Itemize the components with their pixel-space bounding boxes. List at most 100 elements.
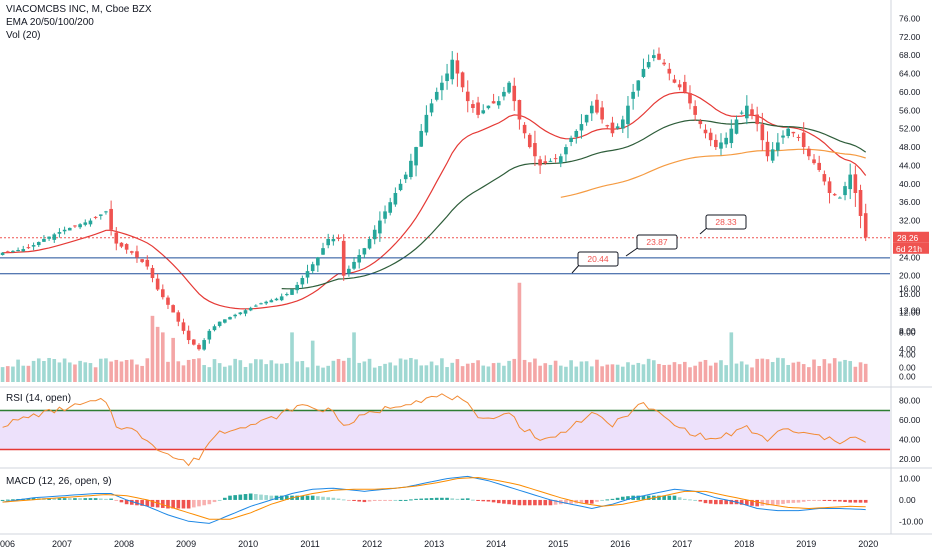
candle-body <box>362 248 367 255</box>
volume-bar <box>352 332 356 382</box>
candle-body <box>527 134 532 148</box>
volume-bar <box>832 358 837 382</box>
rsi-tick-label: 20.00 <box>899 454 921 464</box>
rsi-tick-label: 60.00 <box>899 415 921 425</box>
candle-body <box>703 129 708 134</box>
macd-histogram-bar <box>719 499 723 505</box>
candle-body <box>197 344 201 350</box>
volume-bar <box>155 326 160 382</box>
volume-bar <box>207 367 212 382</box>
macd-histogram-bar <box>372 499 377 501</box>
macd-histogram-bar <box>455 498 460 500</box>
volume-bar <box>636 362 641 382</box>
volume-bar <box>801 364 806 382</box>
candle-body <box>558 156 563 164</box>
macd-histogram-bar <box>822 499 827 501</box>
ema-line <box>2 91 867 310</box>
macd-histogram-bar <box>285 495 289 500</box>
candle-body <box>0 252 5 256</box>
volume-bar <box>750 367 754 382</box>
macd-histogram-bar <box>807 499 811 501</box>
rsi-panel <box>0 393 890 467</box>
volume-bar <box>202 365 206 382</box>
candle-body <box>171 305 175 313</box>
price-tick-label: 76.00 <box>899 13 921 23</box>
volume-bar <box>858 362 863 382</box>
candle-body <box>770 149 775 161</box>
candle-body <box>341 240 346 276</box>
volume-bar <box>259 359 263 382</box>
candle-body <box>584 114 589 123</box>
candle-body <box>279 296 284 301</box>
volume-bar <box>807 367 811 382</box>
volume-bar <box>310 340 315 382</box>
candle-body <box>739 112 744 114</box>
volume-bar <box>574 366 579 382</box>
macd-histogram-bar <box>424 498 429 500</box>
time-tick-label: 2016 <box>610 539 630 549</box>
volume-bar <box>47 357 51 382</box>
volume-bar <box>238 360 243 382</box>
macd-histogram-bar <box>662 495 666 500</box>
volume-bar <box>279 363 284 382</box>
macd-histogram-bar <box>863 499 868 503</box>
macd-histogram-bar <box>517 499 522 506</box>
candle-body <box>522 124 527 134</box>
macd-histogram-bar <box>853 499 858 503</box>
volume-bar <box>620 366 625 382</box>
macd-histogram-bar <box>460 498 465 500</box>
volume-bar <box>843 359 847 382</box>
macd-histogram-bar <box>171 499 175 509</box>
macd-histogram-bar <box>843 499 847 503</box>
price-tick-label: 0.00 <box>899 363 916 373</box>
macd-histogram-bar <box>465 498 470 500</box>
macd-histogram-bar <box>755 499 759 507</box>
macd-histogram-bar <box>357 499 362 502</box>
macd-histogram-bar <box>150 499 155 507</box>
candle-body <box>357 255 362 263</box>
candle-body <box>641 68 646 77</box>
volume-bar <box>378 366 382 382</box>
candle-body <box>331 238 336 242</box>
volume-bar <box>233 358 237 382</box>
macd-histogram-bar <box>657 495 661 500</box>
macd-histogram-bar <box>512 499 517 505</box>
candle-body <box>300 278 305 285</box>
volume-bar <box>124 359 129 382</box>
callout-value: 20.44 <box>587 254 609 264</box>
candle-body <box>450 59 455 80</box>
candle-body <box>264 301 268 304</box>
volume-bar <box>677 364 682 382</box>
price-tick-label: 8.00 <box>899 326 916 336</box>
candle-body <box>662 62 666 65</box>
candle-body <box>62 229 67 232</box>
macd-tick-label: 10.00 <box>899 474 921 484</box>
price-marker-value: 28.26 <box>897 233 919 243</box>
macd-histogram-bar <box>145 499 150 507</box>
macd-histogram-bar <box>496 499 501 504</box>
candle-body <box>615 126 620 129</box>
macd-histogram-bar <box>155 499 160 508</box>
macd-histogram-bar <box>378 499 382 501</box>
candle-body <box>698 120 703 125</box>
macd-histogram-bar <box>321 496 325 500</box>
candle-body <box>383 211 387 219</box>
volume-bar <box>460 366 465 382</box>
volume-bar <box>683 361 687 382</box>
volume-bar <box>300 360 305 382</box>
macd-histogram-bar <box>197 499 201 507</box>
rsi-label: RSI (14, open) <box>6 393 71 404</box>
volume-bar <box>36 358 41 382</box>
candle-body <box>316 257 320 266</box>
macd-histogram-bar <box>160 499 165 508</box>
macd-histogram-bar <box>254 494 258 500</box>
candle-body <box>832 194 837 196</box>
macd-histogram-bar <box>352 499 356 501</box>
candle-body <box>336 237 341 239</box>
candle-body <box>760 124 765 141</box>
callout-value: 28.33 <box>715 217 737 227</box>
time-tick-label: 006 <box>0 539 15 549</box>
candle-body <box>88 220 93 225</box>
volume-bar <box>589 366 594 382</box>
